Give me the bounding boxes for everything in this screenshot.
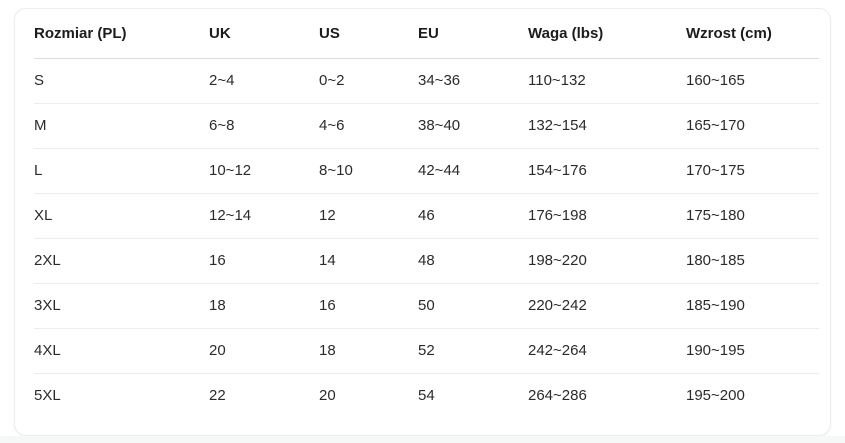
- cell-uk: 2~4: [209, 58, 319, 104]
- cell-uk: 6~8: [209, 103, 319, 149]
- cell-us: 8~10: [319, 148, 418, 194]
- cell-eu: 52: [418, 328, 528, 374]
- cell-waga: 198~220: [528, 238, 686, 284]
- cell-wzrost: 190~195: [686, 328, 819, 374]
- column-header-uk: UK: [209, 9, 319, 59]
- cell-wzrost: 195~200: [686, 387, 745, 405]
- cell-waga: 220~242: [528, 283, 686, 329]
- cell-waga: 264~286: [528, 387, 587, 405]
- cell-us: 14: [319, 238, 418, 284]
- row-size-label: 4XL: [34, 328, 209, 374]
- table-row: XL 12~14 12 46 176~198 175~180: [34, 193, 819, 239]
- cell-uk: 20: [209, 328, 319, 374]
- cell-us: 12: [319, 193, 418, 239]
- table-header-row: Rozmiar (PL) UK US EU Waga (lbs) Wzrost …: [34, 9, 819, 59]
- page-bottom-strip: [0, 436, 845, 443]
- column-header-eu: EU: [418, 9, 528, 59]
- table-row: 3XL 18 16 50 220~242 185~190: [34, 283, 819, 329]
- cell-us: 16: [319, 283, 418, 329]
- row-size-label: 2XL: [34, 238, 209, 284]
- row-size-label: XL: [34, 193, 209, 239]
- cell-wzrost: 170~175: [686, 148, 819, 194]
- cell-us: 18: [319, 328, 418, 374]
- cell-wzrost: 160~165: [686, 58, 819, 104]
- row-size-label: 3XL: [34, 283, 209, 329]
- cell-uk: 12~14: [209, 193, 319, 239]
- cell-waga: 110~132: [528, 58, 686, 104]
- cell-waga: 176~198: [528, 193, 686, 239]
- cell-uk: 10~12: [209, 148, 319, 194]
- cell-uk: 22: [209, 387, 226, 405]
- cell-wzrost: 180~185: [686, 238, 819, 284]
- cell-wzrost: 185~190: [686, 283, 819, 329]
- cell-wzrost: 175~180: [686, 193, 819, 239]
- column-header-wzrost-cm: Wzrost (cm): [686, 9, 819, 59]
- column-header-rozmiar-pl: Rozmiar (PL): [34, 9, 209, 59]
- table-row: M 6~8 4~6 38~40 132~154 165~170: [34, 103, 819, 149]
- cell-eu: 42~44: [418, 148, 528, 194]
- size-chart-card: Rozmiar (PL) UK US EU Waga (lbs) Wzrost …: [14, 8, 831, 436]
- column-header-waga-lbs: Waga (lbs): [528, 9, 686, 59]
- table-row: 4XL 20 18 52 242~264 190~195: [34, 328, 819, 374]
- cell-uk: 18: [209, 283, 319, 329]
- cell-uk: 16: [209, 238, 319, 284]
- table-row: L 10~12 8~10 42~44 154~176 170~175: [34, 148, 819, 194]
- row-size-label: M: [34, 103, 209, 149]
- cell-wzrost: 165~170: [686, 103, 819, 149]
- cell-eu: 38~40: [418, 103, 528, 149]
- cell-eu: 50: [418, 283, 528, 329]
- cell-us: 0~2: [319, 58, 418, 104]
- row-size-label: S: [34, 58, 209, 104]
- size-chart-table: Rozmiar (PL) UK US EU Waga (lbs) Wzrost …: [34, 9, 819, 418]
- cell-eu: 46: [418, 193, 528, 239]
- cell-eu: 34~36: [418, 58, 528, 104]
- cell-waga: 154~176: [528, 148, 686, 194]
- column-header-us: US: [319, 9, 418, 59]
- cell-eu: 54: [418, 387, 435, 405]
- cell-us: 20: [319, 387, 336, 405]
- table-row: 2XL 16 14 48 198~220 180~185: [34, 238, 819, 284]
- row-size-label: L: [34, 148, 209, 194]
- cell-us: 4~6: [319, 103, 418, 149]
- table-row: 5XL 22 20 54 264~286 195~200: [34, 373, 819, 418]
- cell-waga: 242~264: [528, 328, 686, 374]
- row-size-label: 5XL: [34, 387, 61, 405]
- cell-waga: 132~154: [528, 103, 686, 149]
- table-row: S 2~4 0~2 34~36 110~132 160~165: [34, 58, 819, 104]
- cell-eu: 48: [418, 238, 528, 284]
